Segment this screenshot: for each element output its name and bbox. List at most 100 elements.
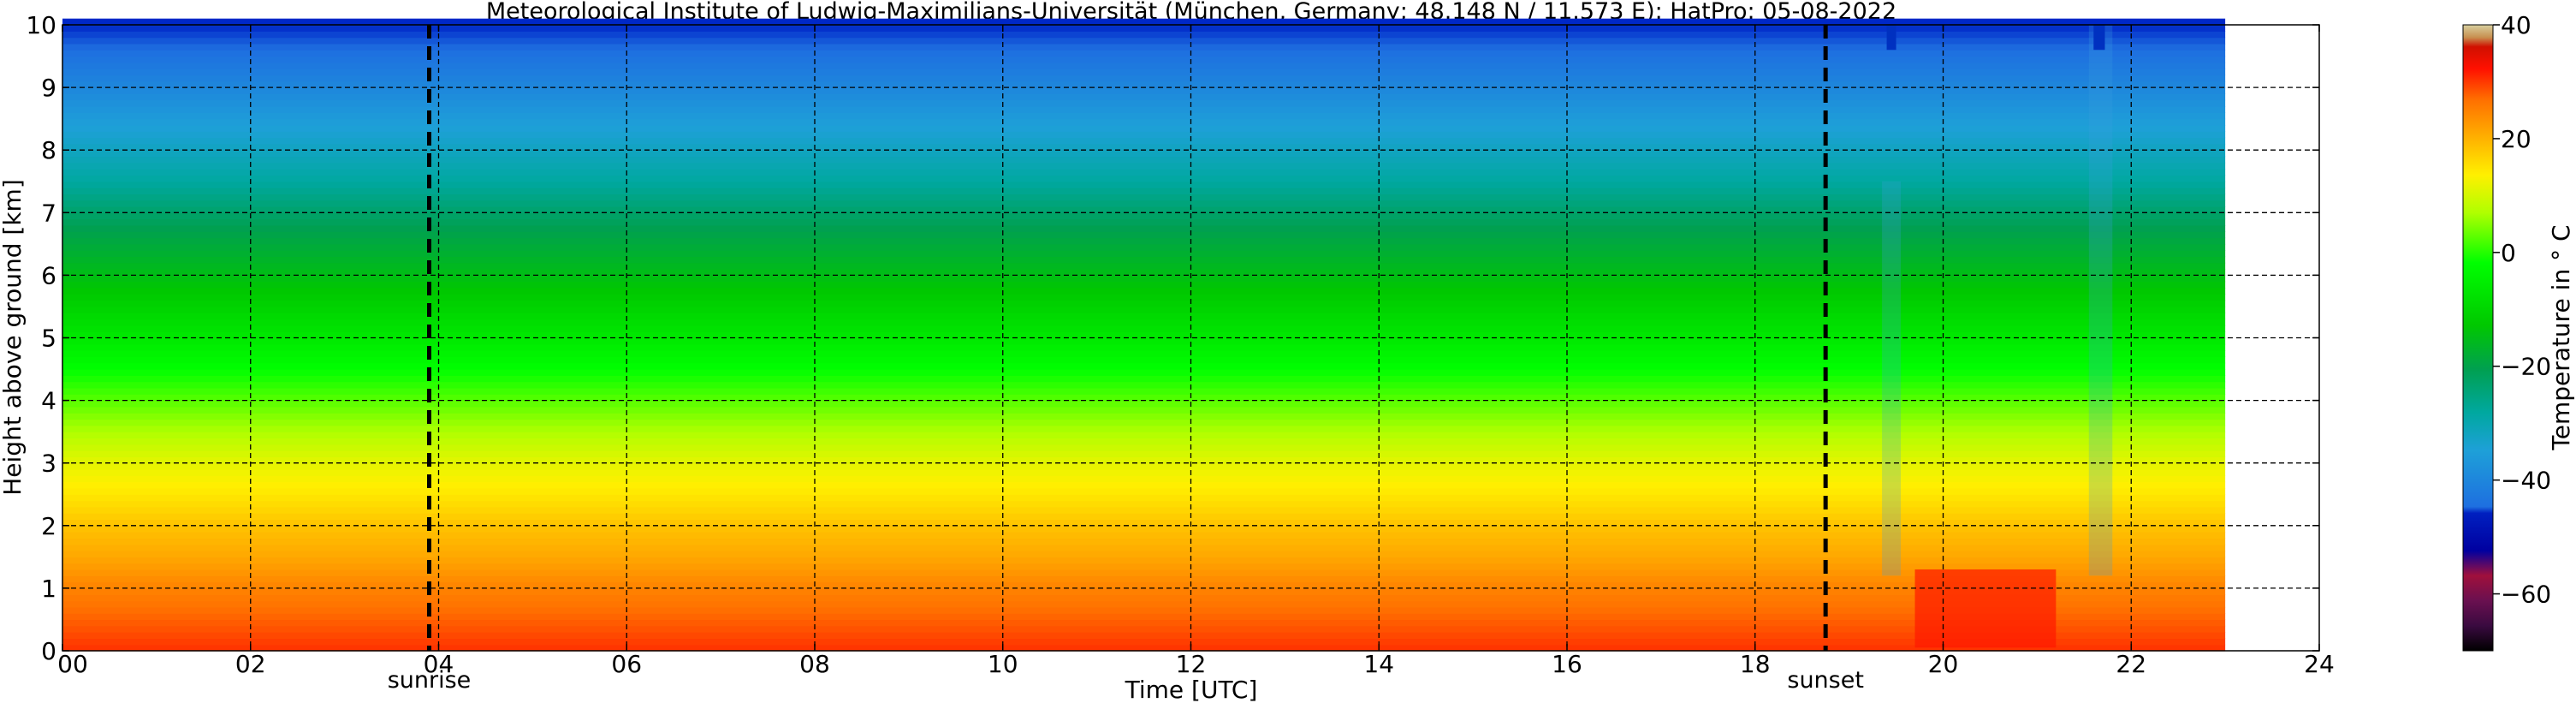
x-tick-label: 00 <box>57 650 88 678</box>
heatmap-band <box>62 594 2226 602</box>
heatmap-band <box>62 300 2226 307</box>
heatmap-band <box>62 506 2226 514</box>
heatmap-band <box>62 156 2226 164</box>
x-tick-label: 22 <box>2116 650 2146 678</box>
y-tick-label: 9 <box>41 74 56 102</box>
heatmap-band <box>62 544 2226 551</box>
heatmap-band <box>62 313 2226 320</box>
heatmap-band <box>62 31 2226 39</box>
heatmap-band <box>62 513 2226 521</box>
heatmap-band <box>62 224 2226 232</box>
heatmap-band <box>62 400 2226 408</box>
heatmap-band <box>62 18 2226 26</box>
heatmap-band <box>62 131 2226 139</box>
colorbar-tick-label: −40 <box>2501 467 2551 495</box>
heatmap-band <box>62 638 2226 646</box>
heatmap-band <box>62 606 2226 614</box>
heatmap-band <box>62 350 2226 358</box>
colorbar-tick-label: 0 <box>2501 239 2516 267</box>
disturbance-top <box>2093 25 2105 51</box>
heatmap-band <box>62 281 2226 289</box>
colorbar-tick-label: 40 <box>2501 11 2531 39</box>
heatmap-band <box>62 462 2226 470</box>
heatmap-band <box>62 262 2226 270</box>
y-tick-label: 2 <box>41 512 56 540</box>
heatmap-band <box>62 619 2226 627</box>
heatmap-band <box>62 62 2226 69</box>
heatmap-band <box>62 413 2226 420</box>
heatmap-band <box>62 231 2226 239</box>
heatmap-band <box>62 112 2226 120</box>
heatmap-band <box>62 563 2226 570</box>
heatmap-band <box>62 456 2226 464</box>
y-tick-label: 5 <box>41 325 56 353</box>
heatmap-band <box>62 99 2226 107</box>
heatmap-band <box>62 74 2226 82</box>
heatmap-band <box>62 438 2226 445</box>
heatmap-band <box>62 137 2226 145</box>
heatmap-band <box>62 425 2226 432</box>
heatmap-band <box>62 538 2226 545</box>
y-tick-label: 8 <box>41 136 56 164</box>
evening-anomalies <box>1882 25 2113 648</box>
heatmap-band <box>62 569 2226 576</box>
y-tick-label: 1 <box>41 575 56 603</box>
x-axis-label: Time [UTC] <box>1125 676 1258 704</box>
colorbar-label: Temperature in ° C <box>2547 224 2575 450</box>
y-axis-ticks: 0 1 2 3 4 5 6 7 8 9 10 <box>26 11 2319 665</box>
heatmap-band <box>62 494 2226 502</box>
event-lines <box>427 25 1828 651</box>
heatmap-band <box>62 206 2226 213</box>
x-tick-label: 10 <box>988 650 1018 678</box>
heatmap-band <box>62 406 2226 414</box>
heatmap-band <box>62 50 2226 57</box>
heatmap-band <box>62 557 2226 564</box>
heatmap-band <box>62 237 2226 245</box>
disturbance-top <box>1886 25 1896 51</box>
y-tick-label: 10 <box>26 11 56 39</box>
y-tick-label: 4 <box>41 387 56 415</box>
x-tick-label: 06 <box>611 650 642 678</box>
heatmap-band <box>62 331 2226 339</box>
heatmap-band <box>62 432 2226 439</box>
heatmap-band <box>62 444 2226 451</box>
heatmap-band <box>62 106 2226 113</box>
heatmap-band <box>62 37 2226 45</box>
grid-lines <box>62 25 2319 651</box>
heatmap-band <box>62 394 2226 402</box>
heatmap-band <box>62 356 2226 364</box>
heatmap-band <box>62 162 2226 170</box>
heatmap-band <box>62 519 2226 527</box>
heatmap-band <box>62 500 2226 508</box>
heatmap-band <box>62 43 2226 51</box>
heatmap-band <box>62 369 2226 376</box>
heatmap-band <box>62 288 2226 295</box>
heatmap-band <box>62 581 2226 589</box>
x-tick-label: 24 <box>2304 650 2335 678</box>
x-axis-ticks: 00 02 04 06 08 10 12 14 16 18 20 22 24 <box>57 25 2335 678</box>
x-tick-label: 18 <box>1740 650 1771 678</box>
heatmap-band <box>62 625 2226 633</box>
heatmap-band <box>62 256 2226 264</box>
heatmap-band <box>62 150 2226 158</box>
x-tick-label: 12 <box>1176 650 1207 678</box>
heatmap-band <box>62 487 2226 495</box>
y-tick-label: 0 <box>41 637 56 665</box>
heatmap-band <box>62 250 2226 258</box>
heatmap-band <box>62 25 2226 32</box>
y-tick-label: 6 <box>41 261 56 289</box>
heatmap-band <box>62 469 2226 476</box>
colorbar-ticks: 40 20 0 −20 −40 −60 <box>2493 11 2551 609</box>
heatmap-band <box>62 143 2226 151</box>
heatmap-band <box>62 587 2226 595</box>
heatmap-band <box>62 93 2226 101</box>
x-tick-label: 08 <box>799 650 830 678</box>
heatmap-band <box>62 337 2226 345</box>
heatmap-band <box>62 375 2226 383</box>
x-tick-label: 20 <box>1928 650 1959 678</box>
heatmap-band <box>62 343 2226 351</box>
heatmap-band <box>62 387 2226 395</box>
heatmap-band <box>62 87 2226 95</box>
heatmap-band <box>62 532 2226 539</box>
